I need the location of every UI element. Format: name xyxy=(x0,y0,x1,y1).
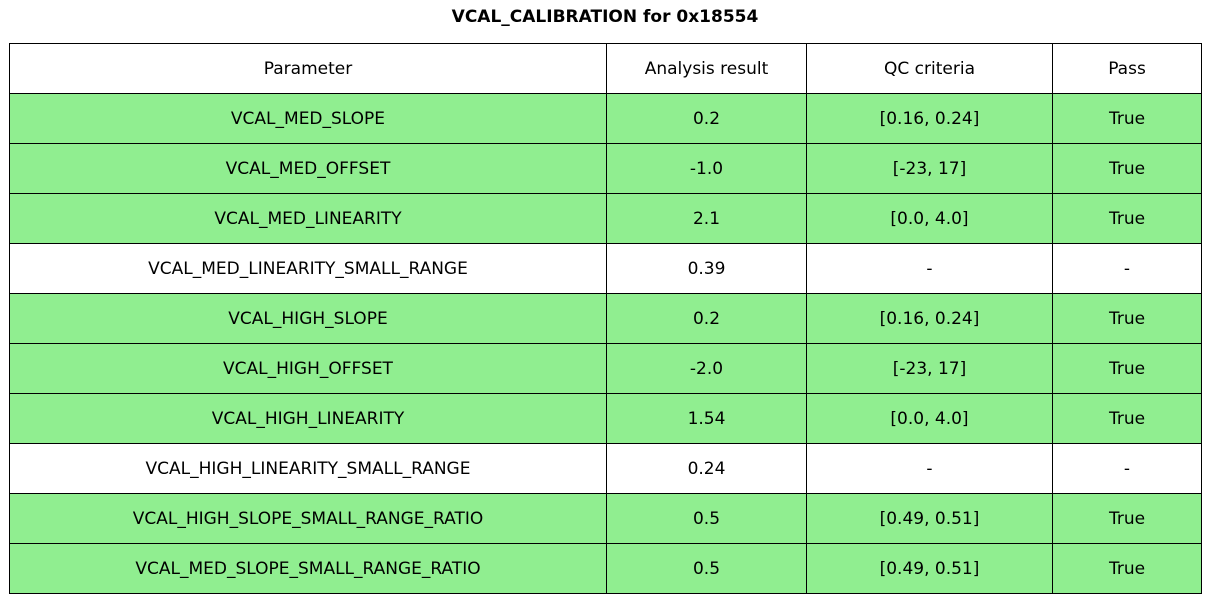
table-row: VCAL_MED_LINEARITY 2.1 [0.0, 4.0] True xyxy=(9,193,1202,244)
cell-qc: [0.49, 0.51] xyxy=(806,493,1053,544)
header-analysis-result: Analysis result xyxy=(606,43,807,94)
cell-qc: - xyxy=(806,243,1053,294)
header-row: Parameter Analysis result QC criteria Pa… xyxy=(9,43,1202,94)
cell-result: 0.2 xyxy=(606,293,807,344)
cell-param: VCAL_MED_OFFSET xyxy=(9,143,607,194)
cell-param: VCAL_HIGH_LINEARITY xyxy=(9,393,607,444)
cell-pass: True xyxy=(1052,343,1202,394)
table-row: VCAL_MED_OFFSET -1.0 [-23, 17] True xyxy=(9,143,1202,194)
cell-result: -1.0 xyxy=(606,143,807,194)
cell-result: 1.54 xyxy=(606,393,807,444)
table-row: VCAL_MED_SLOPE_SMALL_RANGE_RATIO 0.5 [0.49… xyxy=(9,543,1202,594)
cell-qc: - xyxy=(806,443,1053,494)
cell-param: VCAL_MED_SLOPE xyxy=(9,93,607,144)
cell-pass: True xyxy=(1052,293,1202,344)
table-header: Parameter Analysis result QC criteria Pa… xyxy=(9,43,1202,94)
cell-qc: [0.0, 4.0] xyxy=(806,193,1053,244)
table-row: VCAL_HIGH_SLOPE_SMALL_RANGE_RATIO 0.5 [0.4… xyxy=(9,493,1202,544)
cell-qc: [0.16, 0.24] xyxy=(806,93,1053,144)
cell-qc: [0.49, 0.51] xyxy=(806,543,1053,594)
cell-param: VCAL_MED_LINEARITY_SMALL_RANGE xyxy=(9,243,607,294)
cell-param: VCAL_MED_LINEARITY xyxy=(9,193,607,244)
header-parameter: Parameter xyxy=(9,43,607,94)
cell-result: 0.5 xyxy=(606,543,807,594)
cell-pass: True xyxy=(1052,543,1202,594)
cell-pass: True xyxy=(1052,193,1202,244)
cell-param: VCAL_MED_SLOPE_SMALL_RANGE_RATIO xyxy=(9,543,607,594)
cell-result: 0.39 xyxy=(606,243,807,294)
cell-qc: [-23, 17] xyxy=(806,143,1053,194)
table-row: VCAL_HIGH_LINEARITY 1.54 [0.0, 4.0] True xyxy=(9,393,1202,444)
cell-result: -2.0 xyxy=(606,343,807,394)
header-qc-criteria: QC criteria xyxy=(806,43,1053,94)
cell-pass: True xyxy=(1052,393,1202,444)
table-row: VCAL_HIGH_LINEARITY_SMALL_RANGE 0.24- - xyxy=(9,443,1202,494)
cell-param: VCAL_HIGH_OFFSET xyxy=(9,343,607,394)
table-row: VCAL_MED_LINEARITY_SMALL_RANGE 0.39- - xyxy=(9,243,1202,294)
table-row: VCAL_HIGH_SLOPE 0.2 [0.16, 0.24] True xyxy=(9,293,1202,344)
cell-pass: True xyxy=(1052,93,1202,144)
cell-qc: [0.16, 0.24] xyxy=(806,293,1053,344)
cell-result: 0.5 xyxy=(606,493,807,544)
cell-pass: True xyxy=(1052,493,1202,544)
qc-criteria-table: Parameter Analysis result QC criteria Pa… xyxy=(9,43,1202,594)
cell-result: 0.24 xyxy=(606,443,807,494)
table-body: VCAL_MED_SLOPE 0.2 [0.16, 0.24] True VCAL_ME… xyxy=(9,93,1202,594)
table-row: VCAL_MED_SLOPE 0.2 [0.16, 0.24] True xyxy=(9,93,1202,144)
cell-pass: - xyxy=(1052,443,1202,494)
cell-qc: [0.0, 4.0] xyxy=(806,393,1053,444)
cell-param: VCAL_HIGH_SLOPE_SMALL_RANGE_RATIO xyxy=(9,493,607,544)
cell-param: VCAL_HIGH_LINEARITY_SMALL_RANGE xyxy=(9,443,607,494)
cell-result: 0.2 xyxy=(606,93,807,144)
table-row: VCAL_HIGH_OFFSET -2.0 [-23, 17] True xyxy=(9,343,1202,394)
cell-result: 2.1 xyxy=(606,193,807,244)
cell-pass: - xyxy=(1052,243,1202,294)
cell-qc: [-23, 17] xyxy=(806,343,1053,394)
cell-pass: True xyxy=(1052,143,1202,194)
figure-title: VCAL_CALIBRATION for 0x18554 xyxy=(451,7,759,27)
header-pass: Pass xyxy=(1052,43,1202,94)
cell-param: VCAL_HIGH_SLOPE xyxy=(9,293,607,344)
